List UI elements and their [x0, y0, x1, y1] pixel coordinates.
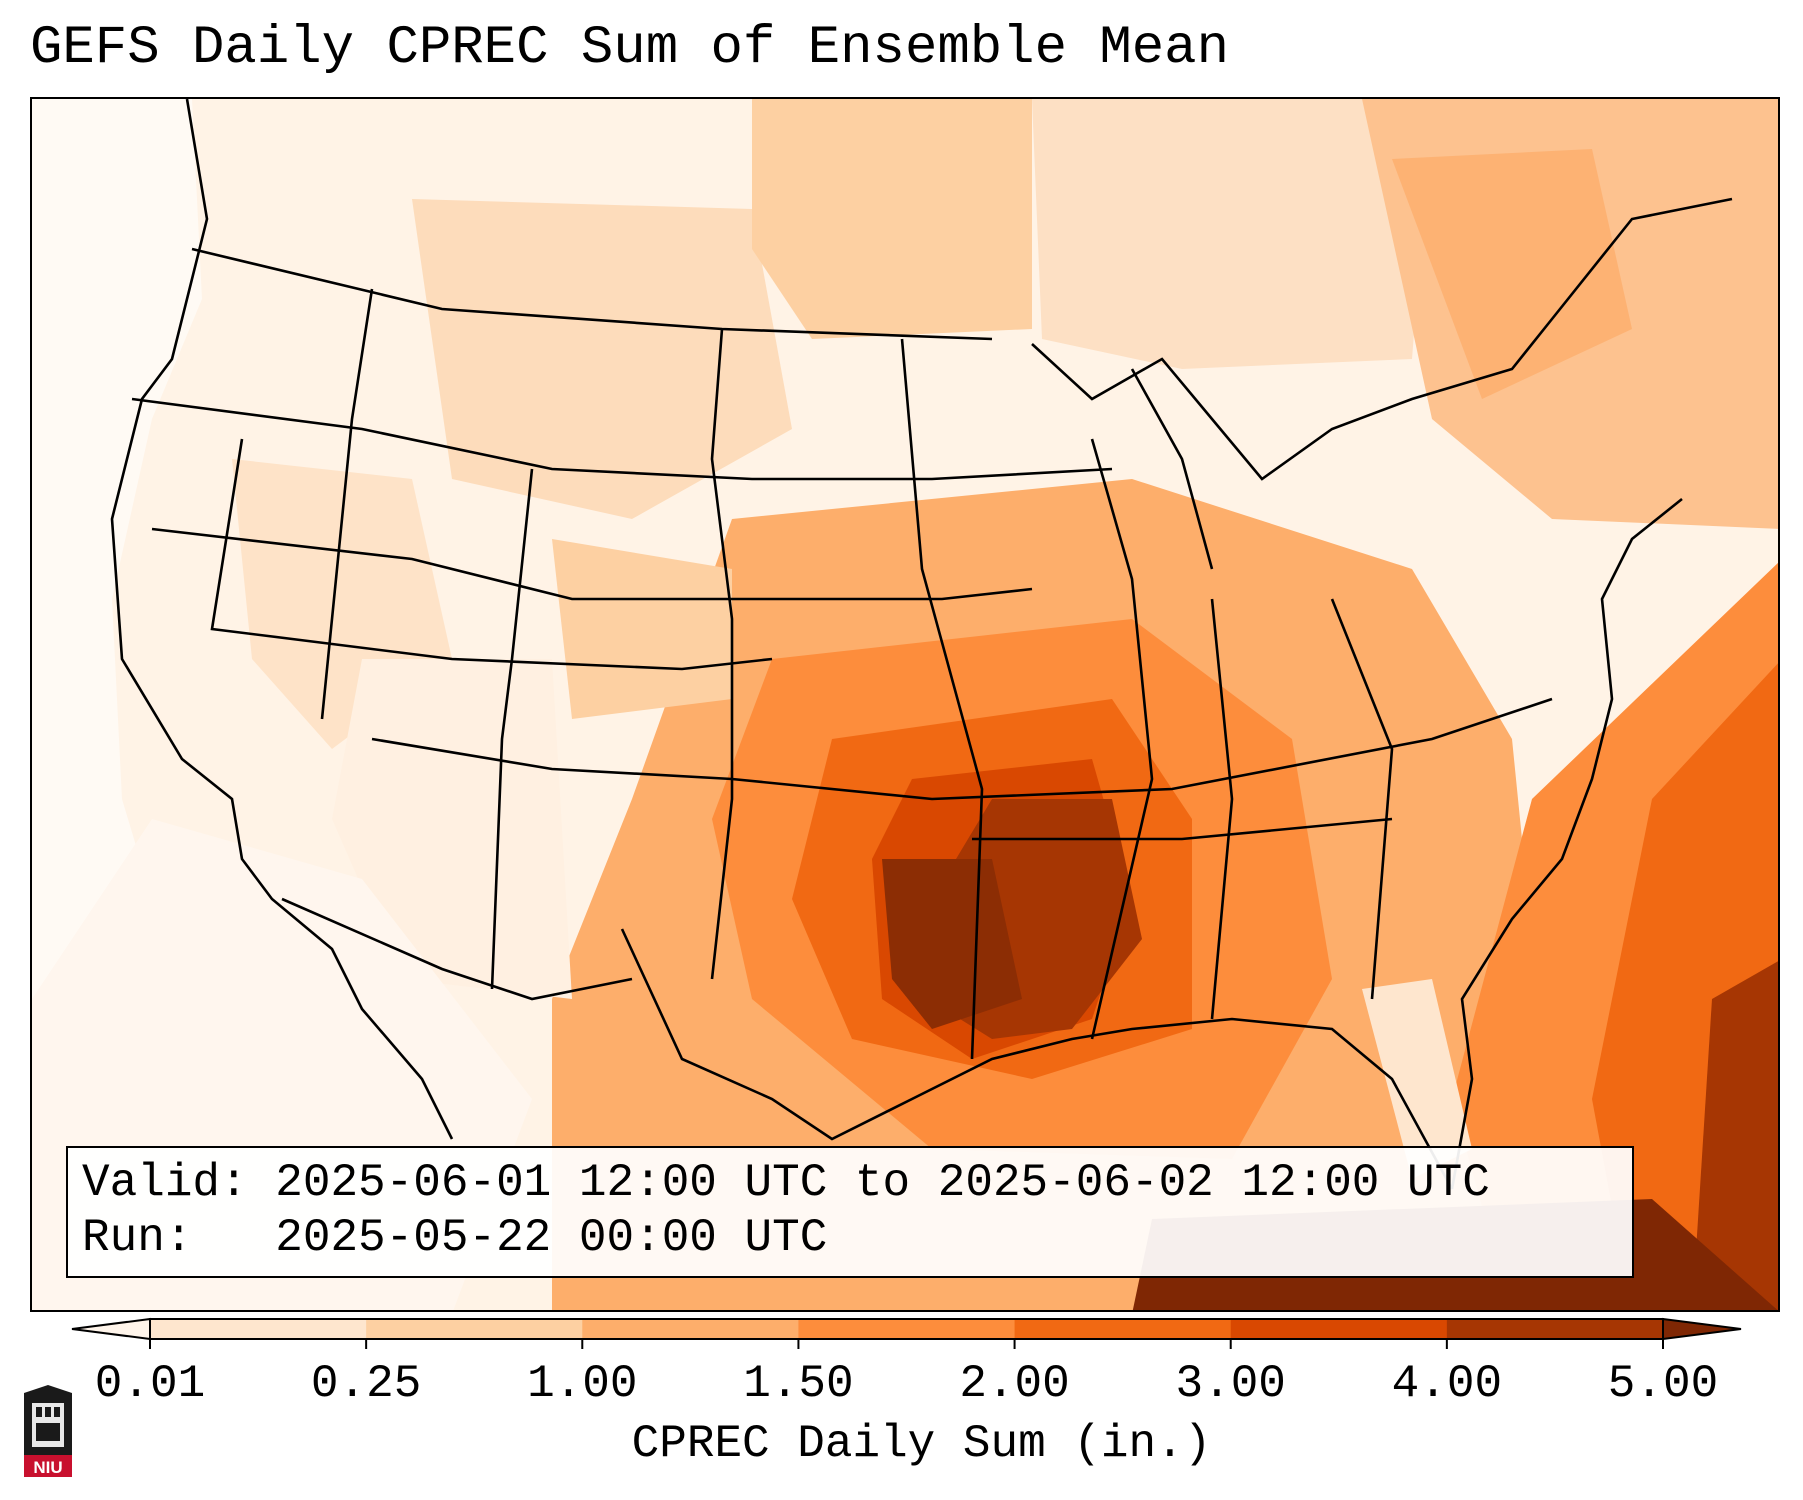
colorbar-tick-label: 0.01 — [94, 1358, 206, 1410]
valid-time-text: Valid: 2025-06-01 12:00 UTC to 2025-06-0… — [82, 1157, 1490, 1209]
boundaries — [110, 99, 1733, 1190]
mexico-border-line — [281, 897, 633, 1001]
northern-border-line — [191, 247, 993, 341]
run-time-text: Run: 2025-05-22 00:00 UTC — [82, 1212, 828, 1264]
great-lakes-canada-line — [1031, 197, 1733, 481]
colorbar-tick-label: 1.00 — [527, 1358, 638, 1410]
colorbar-tick-label: 5.00 — [1607, 1358, 1719, 1410]
colorbar-segment — [366, 1319, 583, 1339]
state-line-d — [900, 338, 984, 1060]
colorbar-tick-label: 2.00 — [959, 1358, 1070, 1410]
colorbar-segment — [582, 1319, 799, 1339]
colorbar-extend-low — [71, 1317, 151, 1341]
east-coast-line — [1450, 497, 1683, 1190]
colorbar-tick-label: 4.00 — [1391, 1358, 1503, 1410]
colorbar-label: CPREC Daily Sum (in.) — [631, 1418, 1212, 1470]
colorbar-ticks — [149, 1339, 1664, 1349]
map-title: GEFS Daily CPREC Sum of Ensemble Mean — [30, 18, 1229, 79]
state-line-a — [320, 288, 374, 720]
niu-logo: NIU — [24, 1385, 72, 1477]
logo-text: NIU — [33, 1458, 62, 1477]
colorbar-outline — [149, 1318, 1664, 1340]
state-line-c — [710, 328, 734, 980]
colorbar-segment — [1014, 1319, 1232, 1339]
precipitation-map — [30, 97, 1780, 1312]
colorbar-tick-label: 0.25 — [310, 1358, 422, 1410]
gulf-coast-line — [620, 928, 1454, 1190]
colorbar-extend-high — [1662, 1317, 1742, 1341]
colorbar-tick-label: 3.00 — [1175, 1358, 1286, 1410]
map-canvas — [32, 99, 1778, 1310]
latitude-line-1 — [131, 397, 1113, 481]
lake-michigan-line — [1130, 368, 1214, 570]
colorbar-segments — [71, 1317, 1742, 1341]
latitude-line-4 — [972, 817, 1393, 841]
validity-info-box: Valid: 2025-06-01 12:00 UTC to 2025-06-0… — [66, 1146, 1634, 1278]
state-line-g — [1330, 598, 1394, 1000]
colorbar-segment — [150, 1319, 367, 1339]
mid-west-line — [210, 438, 773, 671]
colorbar-segment — [1446, 1319, 1664, 1339]
precip-field — [32, 99, 1778, 1310]
state-line-e — [1090, 438, 1154, 1040]
state-line-f — [1210, 598, 1234, 1020]
west-coast-line — [110, 99, 454, 1140]
latitude-line-2 — [151, 527, 1033, 601]
colorbar — [71, 1317, 1742, 1349]
latitude-line-3 — [371, 697, 1553, 801]
colorbar-tick-label: 1.50 — [743, 1358, 854, 1410]
colorbar-segment — [1230, 1319, 1448, 1339]
state-line-b — [490, 468, 534, 990]
colorbar-segment — [798, 1319, 1016, 1339]
